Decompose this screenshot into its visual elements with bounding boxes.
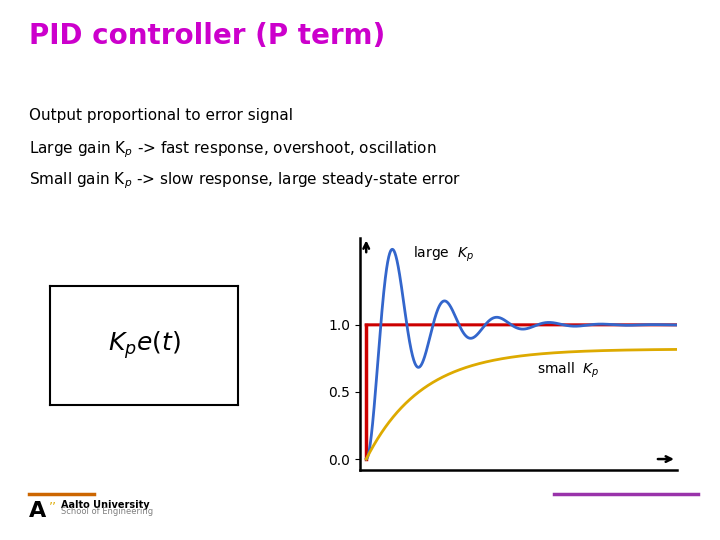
Text: large  $K_p$: large $K_p$ [413, 245, 474, 264]
Text: School of Engineering: School of Engineering [61, 507, 153, 516]
Text: ’’: ’’ [49, 501, 57, 514]
Text: PID controller (P term): PID controller (P term) [29, 22, 385, 50]
Text: small  $K_p$: small $K_p$ [537, 360, 600, 380]
Text: $K_p e(t)$: $K_p e(t)$ [107, 330, 181, 361]
Text: Aalto University: Aalto University [61, 500, 150, 510]
Text: Large gain K$_p$ -> fast response, overshoot, oscillation: Large gain K$_p$ -> fast response, overs… [29, 139, 436, 160]
Text: A: A [29, 501, 46, 521]
Text: Small gain K$_p$ -> slow response, large steady-state error: Small gain K$_p$ -> slow response, large… [29, 171, 461, 191]
Text: Output proportional to error signal: Output proportional to error signal [29, 108, 293, 123]
